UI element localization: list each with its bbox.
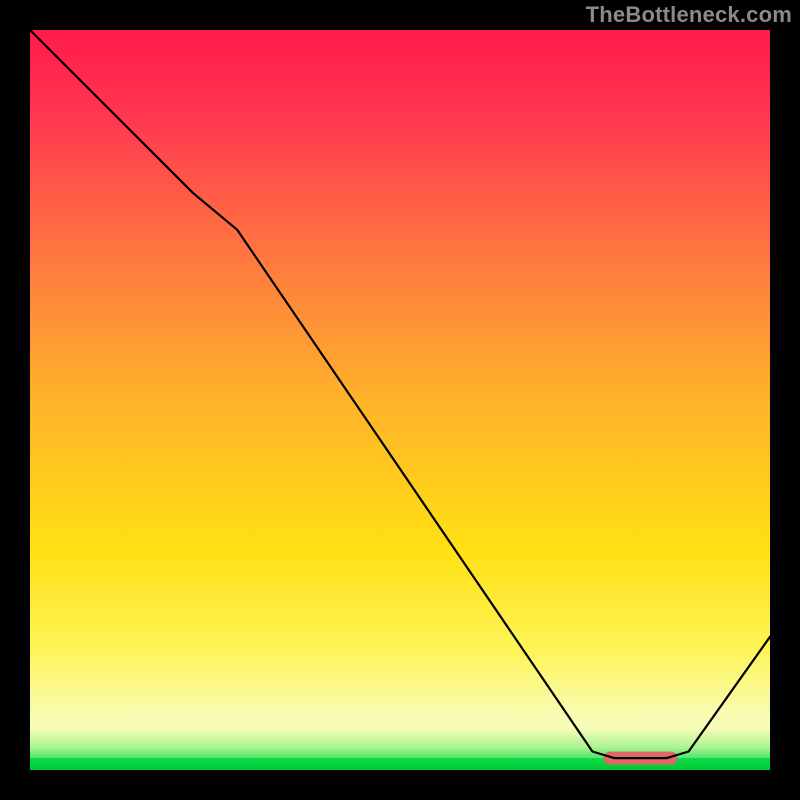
watermark-text: TheBottleneck.com xyxy=(586,2,792,28)
chart-overlay xyxy=(30,30,770,770)
chart-stage: TheBottleneck.com xyxy=(0,0,800,800)
bottleneck-line xyxy=(30,30,770,758)
plot-area xyxy=(30,30,770,770)
